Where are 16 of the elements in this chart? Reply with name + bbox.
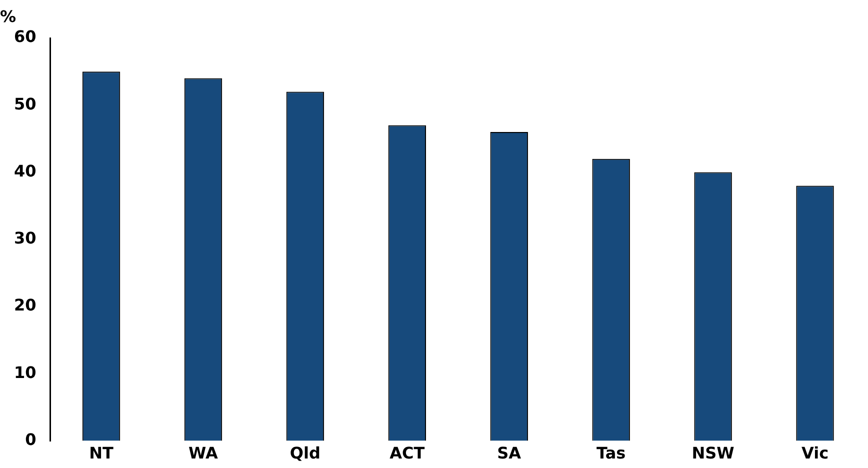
y-axis-title: % <box>0 7 16 26</box>
y-tick-label: 10 <box>14 362 36 382</box>
y-tick-label: 40 <box>14 161 36 180</box>
y-tick-label: 60 <box>14 27 36 46</box>
x-tick-label: NSW <box>692 444 735 463</box>
x-tick-label: ACT <box>390 444 425 463</box>
y-tick-label: 30 <box>14 228 36 248</box>
x-tick-label: NT <box>89 444 114 463</box>
x-tick-label: WA <box>188 444 218 463</box>
x-tick-label: Vic <box>801 444 829 463</box>
x-tick-label: Tas <box>596 444 626 463</box>
x-tick-label: SA <box>497 444 522 463</box>
y-tick-label: 50 <box>14 94 36 114</box>
y-tick-label: 0 <box>25 430 36 449</box>
y-tick-label: 20 <box>14 296 36 315</box>
x-tick-label: Qld <box>290 444 320 463</box>
